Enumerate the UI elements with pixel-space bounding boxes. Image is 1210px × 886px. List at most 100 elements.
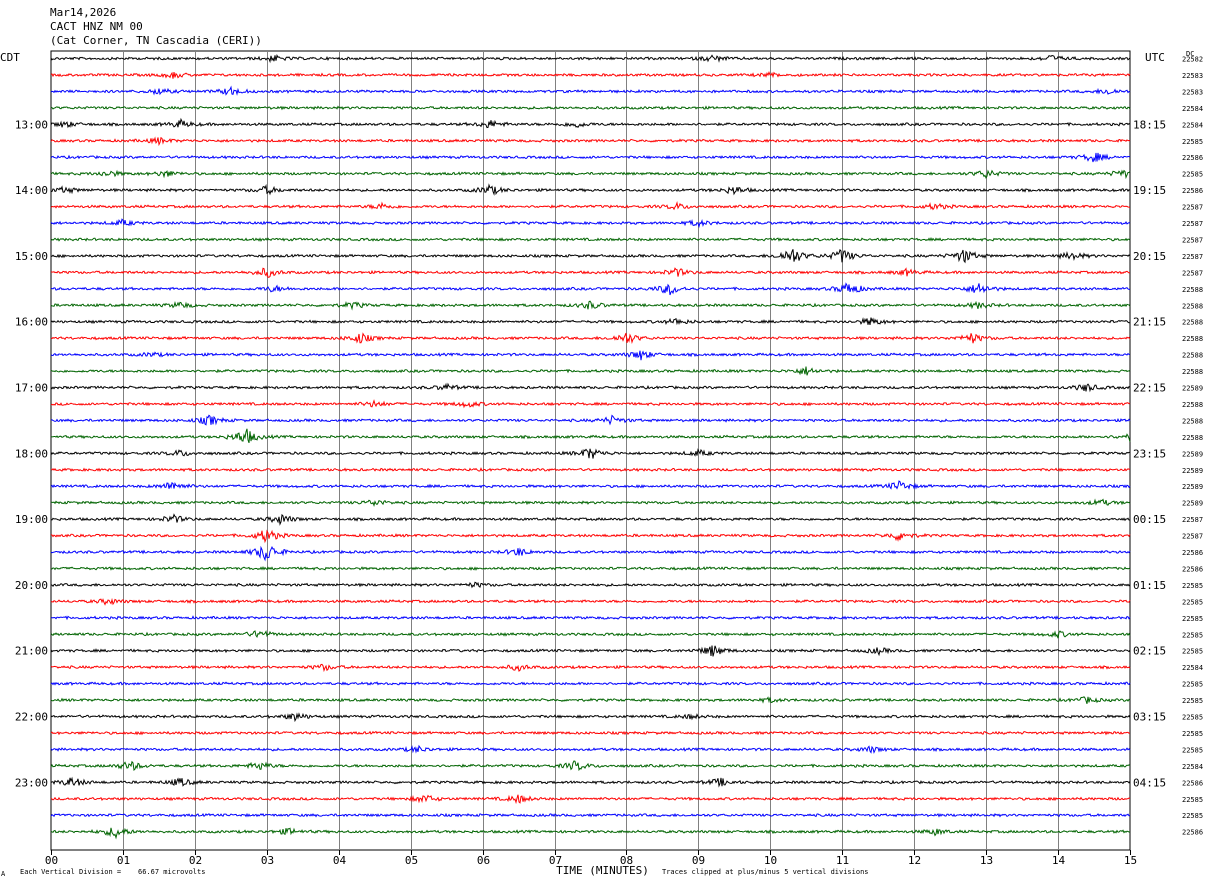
trace-row: [50, 645, 1131, 657]
left-hour-label: 13:00: [15, 118, 48, 131]
trace-row: [50, 248, 1131, 264]
dc-offset-label: 22587: [1182, 236, 1203, 244]
trace-row: [50, 71, 1131, 79]
dc-offset-label: 22585: [1182, 730, 1203, 738]
x-tick-label: 03: [261, 854, 274, 867]
dc-offset-label: 22588: [1182, 368, 1203, 376]
dc-offset-label: 22585: [1182, 582, 1203, 590]
dc-offset-label: 22584: [1182, 763, 1203, 771]
trace-row: [50, 448, 1130, 459]
trace-row: [50, 332, 1131, 345]
trace-row: [50, 105, 1131, 111]
x-tick-label: 02: [189, 854, 202, 867]
dc-offset-label: 22582: [1182, 56, 1203, 64]
dc-offset-label: 22587: [1182, 533, 1203, 541]
dc-offset-label: 22586: [1182, 549, 1203, 557]
right-hour-label: 22:15: [1133, 382, 1166, 395]
x-tick-label: 01: [117, 854, 130, 867]
trace-row: [50, 827, 1131, 840]
trace-row: [50, 680, 1131, 687]
right-hour-label: 03:15: [1133, 711, 1166, 724]
right-hour-label: 19:15: [1133, 184, 1166, 197]
left-hour-label: 21:00: [15, 645, 48, 658]
dc-offset-label: 22589: [1182, 500, 1203, 508]
dc-offset-label: 22589: [1182, 483, 1203, 491]
right-hour-label: 02:15: [1133, 645, 1166, 658]
trace-row: [50, 428, 1131, 444]
trace-row: [50, 300, 1131, 311]
dc-offset-label: 22586: [1182, 565, 1203, 573]
x-axis-label: TIME (MINUTES): [556, 864, 649, 877]
date-label: Mar14,2026: [50, 6, 117, 19]
station-label: CACT HNZ NM 00: [50, 20, 143, 33]
dc-offset-label: 22588: [1182, 286, 1203, 294]
trace-row: [50, 581, 1131, 589]
dc-offset-label: 22587: [1182, 204, 1203, 212]
left-timezone-label: CDT: [0, 51, 20, 64]
dc-offset-label: 22587: [1182, 269, 1203, 277]
x-tick-label: 12: [908, 854, 921, 867]
x-tick-label: 15: [1124, 854, 1137, 867]
dc-offset-label: 22583: [1182, 72, 1203, 80]
left-hour-label: 16:00: [15, 316, 48, 329]
dc-offset-label: 22589: [1182, 467, 1203, 475]
trace-row: [50, 350, 1131, 361]
right-hour-label: 18:15: [1133, 118, 1166, 131]
trace-row: [50, 467, 1130, 473]
dc-offset-label: 22586: [1182, 187, 1203, 195]
trace-row: [50, 414, 1131, 426]
trace-row: [50, 498, 1131, 507]
dc-offset-label: 22585: [1182, 796, 1203, 804]
trace-row: [50, 529, 1131, 544]
dc-offset-label: 22585: [1182, 171, 1203, 179]
x-tick-label: 05: [405, 854, 418, 867]
trace-row: [50, 712, 1131, 723]
dc-offset-label: 22586: [1182, 829, 1203, 837]
trace-row: [50, 382, 1131, 393]
dc-offset-label: 22585: [1182, 697, 1203, 705]
dc-offset-label: 22588: [1182, 319, 1203, 327]
right-hour-label: 04:15: [1133, 776, 1166, 789]
x-tick-label: 14: [1052, 854, 1066, 867]
dc-header-label: DC: [1186, 50, 1195, 58]
trace-row: [50, 615, 1131, 621]
trace-row: [50, 183, 1131, 196]
trace-row: [50, 236, 1131, 242]
trace-row: [50, 317, 1130, 326]
corner-mark: A: [1, 870, 6, 878]
x-tick-label: 13: [980, 854, 993, 867]
right-timezone-label: UTC: [1145, 51, 1165, 64]
trace-row: [50, 630, 1131, 639]
trace-row: [50, 85, 1131, 96]
trace-row: [50, 218, 1131, 229]
dc-offset-label: 22585: [1182, 615, 1203, 623]
trace-row: [50, 812, 1131, 818]
dc-offset-label: 22585: [1182, 631, 1203, 639]
dc-offset-label: 22586: [1182, 154, 1203, 162]
trace-row: [50, 696, 1131, 704]
x-tick-label: 08: [620, 854, 633, 867]
dc-offset-label: 22586: [1182, 779, 1203, 787]
trace-row: [50, 169, 1131, 180]
trace-row: [50, 663, 1131, 673]
trace-row: [50, 136, 1131, 147]
left-hour-label: 15:00: [15, 250, 48, 263]
right-hour-label: 00:15: [1133, 513, 1166, 526]
trace-row: [51, 267, 1131, 278]
trace-row: [50, 117, 1131, 129]
trace-row: [50, 565, 1131, 571]
right-hour-label: 23:15: [1133, 447, 1166, 460]
dc-offset-label: 22585: [1182, 598, 1203, 606]
left-hour-label: 18:00: [15, 447, 48, 460]
plot-frame: [50, 50, 1131, 851]
dc-offset-label: 22585: [1182, 746, 1203, 754]
dc-offset-label: 22588: [1182, 401, 1203, 409]
dc-offset-label: 22587: [1182, 253, 1203, 261]
right-hour-label: 01:15: [1133, 579, 1166, 592]
dc-offset-label: 22585: [1182, 681, 1203, 689]
trace-row: [50, 794, 1131, 805]
dc-offset-label: 22588: [1182, 352, 1203, 360]
dc-offset-label: 22584: [1182, 664, 1203, 672]
dc-offset-label: 22587: [1182, 516, 1203, 524]
